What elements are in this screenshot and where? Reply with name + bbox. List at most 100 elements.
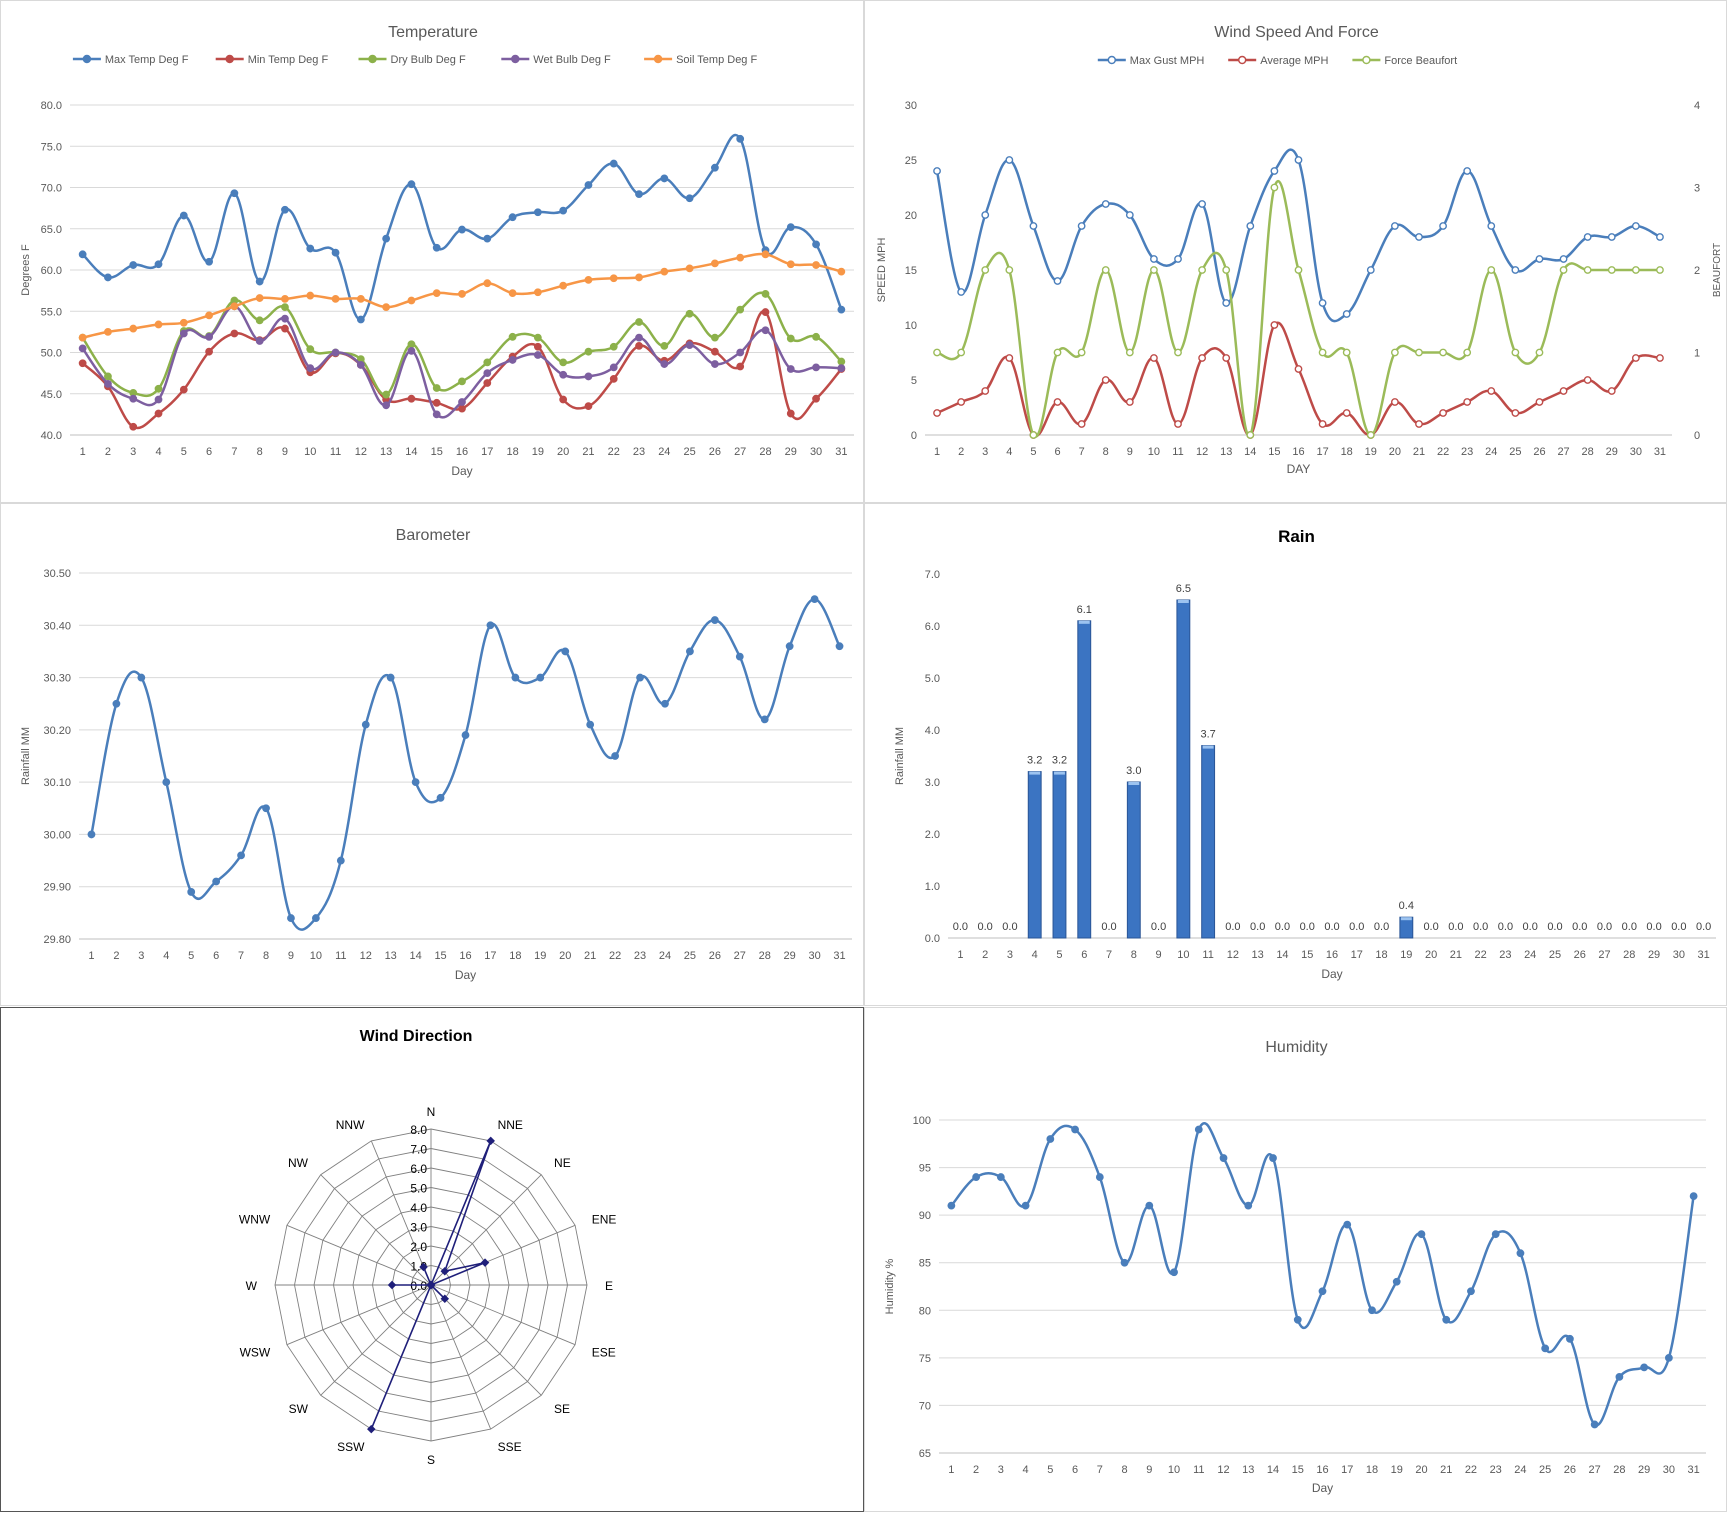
data-point-max-gust-mph-day-12: [1198, 200, 1207, 208]
data-point-min-temp-deg-f-day-29: [786, 409, 795, 418]
data-point-series-0-day-28: [760, 715, 769, 724]
x-tick-label: 23: [1490, 1464, 1502, 1476]
x-tick-label: 22: [608, 446, 620, 458]
x-tick-label: 27: [1598, 949, 1610, 961]
x-tick-label: 31: [1697, 949, 1709, 961]
data-point-series-0-day-1: [947, 1201, 956, 1210]
radar-direction-label-n: N: [427, 1105, 436, 1119]
data-point-series-0-day-24: [1516, 1249, 1525, 1258]
legend-label: Max Gust MPH: [1130, 55, 1205, 67]
x-tick-label: 28: [759, 950, 771, 962]
data-point-series-0-day-3: [996, 1173, 1005, 1181]
x-tick-label: 30: [810, 446, 822, 458]
data-point-force-beaufort-day-9: [1125, 348, 1134, 357]
x-tick-label: 14: [1244, 446, 1256, 458]
x-tick-label: 29: [784, 950, 796, 962]
x-tick-label: 20: [1389, 446, 1401, 458]
x-tick-label: 13: [1220, 446, 1232, 458]
x-axis-label: Day: [451, 464, 472, 478]
data-point-max-gust-mph-day-17: [1318, 299, 1327, 307]
data-point-soil-temp-deg-f-day-23: [635, 273, 643, 282]
data-point-series-0-day-26: [710, 616, 719, 624]
x-tick-label: 7: [1097, 1464, 1103, 1476]
data-point-dry-bulb-deg-f-day-22: [609, 342, 618, 351]
data-point-series-0-day-17: [1343, 1220, 1352, 1229]
legend-marker: [82, 54, 92, 64]
x-tick-label: 18: [506, 446, 518, 458]
x-tick-label: 19: [532, 446, 544, 458]
data-point-series-0-day-14: [1269, 1154, 1277, 1162]
series-line-series-0: [950, 1122, 1695, 1427]
data-point-average-mph-day-1: [933, 409, 941, 417]
data-point-series-0-day-19: [536, 673, 545, 682]
y2-tick-label: 2: [1694, 265, 1700, 277]
bar-highlight: [1400, 917, 1412, 921]
x-tick-label: 23: [1499, 949, 1511, 961]
bar-highlight: [1128, 782, 1140, 785]
data-point-max-temp-deg-f-day-2: [104, 273, 112, 282]
data-point-series-0-day-30: [810, 595, 819, 604]
data-point-max-gust-mph-day-28: [1583, 233, 1592, 241]
x-tick-label: 17: [484, 950, 496, 962]
data-point-series-0-day-31: [1689, 1192, 1698, 1201]
data-point-force-beaufort-day-21: [1415, 348, 1423, 357]
data-point-wet-bulb-deg-f-day-23: [635, 333, 643, 342]
x-tick-label: 20: [1425, 949, 1437, 961]
radar-direction-label-wnw: WNW: [239, 1212, 271, 1226]
data-point-soil-temp-deg-f-day-14: [407, 296, 416, 305]
legend-marker: [1107, 55, 1117, 65]
x-tick-label: 13: [1242, 1464, 1254, 1476]
data-point-dry-bulb-deg-f-day-15: [432, 384, 441, 392]
chart-title: Wind Speed And Force: [1214, 24, 1379, 41]
x-tick-label: 21: [584, 950, 596, 962]
data-point-max-temp-deg-f-day-22: [609, 159, 618, 168]
data-point-series-0-day-7: [237, 851, 245, 860]
data-point-min-temp-deg-f-day-23: [635, 341, 643, 350]
data-point-wet-bulb-deg-f-day-20: [559, 370, 568, 379]
data-point-dry-bulb-deg-f-day-21: [584, 347, 593, 356]
data-point-wet-bulb-deg-f-day-15: [432, 410, 441, 419]
bar-data-label: 0.0: [978, 921, 993, 933]
x-tick-label: 13: [385, 950, 397, 962]
data-point-max-gust-mph-day-2: [957, 288, 966, 296]
series-line-force-beaufort: [936, 179, 1660, 439]
radar-spoke: [370, 1140, 432, 1286]
x-tick-label: 14: [410, 950, 422, 962]
data-point-force-beaufort-day-8: [1101, 266, 1110, 274]
bar-data-label: 3.0: [1126, 765, 1141, 777]
x-tick-label: 21: [1440, 1464, 1452, 1476]
x-tick-label: 31: [1688, 1464, 1700, 1476]
x-tick-label: 15: [1292, 1464, 1304, 1476]
x-tick-label: 22: [1437, 446, 1449, 458]
data-point-dry-bulb-deg-f-day-14: [407, 340, 416, 349]
radar-point-nw: [426, 1280, 436, 1290]
data-point-soil-temp-deg-f-day-19: [533, 288, 542, 297]
x-tick-label: 1: [934, 446, 940, 458]
data-point-series-0-day-11: [1194, 1125, 1203, 1134]
data-point-average-mph-day-29: [1607, 387, 1616, 395]
data-point-soil-temp-deg-f-day-2: [104, 327, 112, 336]
data-point-series-0-day-13: [1244, 1201, 1253, 1210]
data-point-average-mph-day-16: [1294, 365, 1303, 373]
y-tick-label: 40.0: [41, 430, 62, 442]
data-point-series-0-day-16: [1318, 1287, 1327, 1296]
x-tick-label: 13: [380, 446, 392, 458]
data-point-average-mph-day-18: [1342, 409, 1351, 417]
data-point-dry-bulb-deg-f-day-25: [685, 309, 694, 318]
data-point-max-gust-mph-day-29: [1607, 233, 1616, 241]
bar-data-label: 6.5: [1176, 583, 1191, 595]
data-point-force-beaufort-day-3: [981, 266, 990, 274]
x-tick-label: 8: [1122, 1464, 1128, 1476]
data-point-series-0-day-9: [287, 914, 295, 922]
data-point-max-temp-deg-f-day-23: [635, 190, 643, 199]
temperature-chart: Temperature 40.0 45.0 50.0 55.0 60.0 65.0 70.0 7…: [20, 24, 854, 478]
data-point-series-0-day-24: [661, 699, 669, 708]
data-point-series-0-day-12: [1219, 1154, 1228, 1162]
x-tick-label: 13: [1252, 949, 1264, 961]
x-tick-label: 19: [1400, 949, 1412, 961]
x-tick-label: 9: [1127, 446, 1133, 458]
data-point-series-0-day-22: [611, 752, 620, 760]
data-point-max-temp-deg-f-day-6: [205, 257, 213, 266]
data-point-average-mph-day-7: [1077, 420, 1086, 428]
y-axis-label: Rainfall MM: [20, 727, 32, 785]
